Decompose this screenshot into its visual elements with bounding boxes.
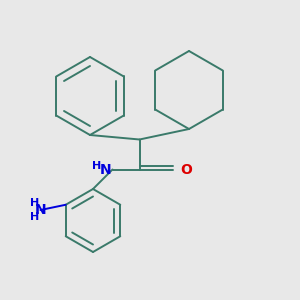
Text: N: N bbox=[100, 163, 112, 176]
Text: H: H bbox=[30, 197, 39, 208]
Text: H: H bbox=[30, 212, 39, 223]
Text: N: N bbox=[35, 203, 46, 217]
Text: O: O bbox=[180, 163, 192, 176]
Text: H: H bbox=[92, 161, 101, 171]
